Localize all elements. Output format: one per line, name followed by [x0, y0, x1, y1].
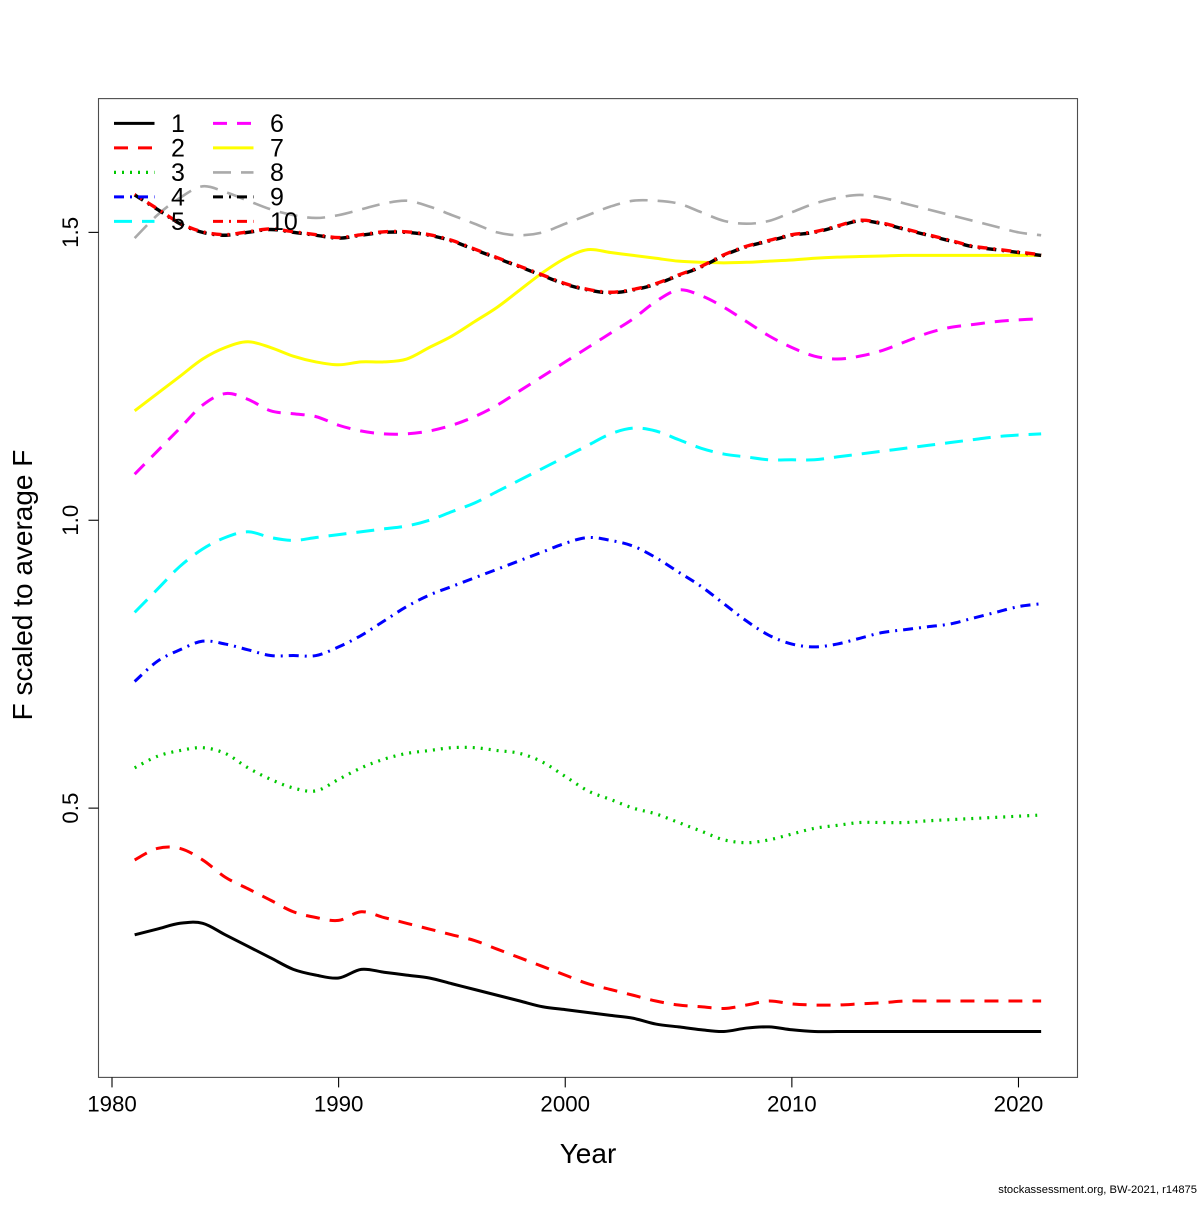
svg-text:10: 10: [270, 208, 298, 236]
svg-text:2020: 2020: [994, 1092, 1044, 1117]
svg-text:Year: Year: [560, 1138, 617, 1169]
svg-text:F scaled to average F: F scaled to average F: [7, 450, 38, 721]
svg-text:1980: 1980: [87, 1092, 137, 1117]
svg-text:1990: 1990: [314, 1092, 364, 1117]
svg-text:2000: 2000: [540, 1092, 590, 1117]
svg-text:0.5: 0.5: [58, 793, 83, 824]
svg-text:1.5: 1.5: [58, 217, 83, 248]
svg-text:2010: 2010: [767, 1092, 817, 1117]
svg-text:stockassessment.org, BW-2021,: stockassessment.org, BW-2021, r14875: [998, 1184, 1197, 1196]
svg-text:5: 5: [171, 208, 185, 236]
svg-text:1.0: 1.0: [58, 505, 83, 536]
